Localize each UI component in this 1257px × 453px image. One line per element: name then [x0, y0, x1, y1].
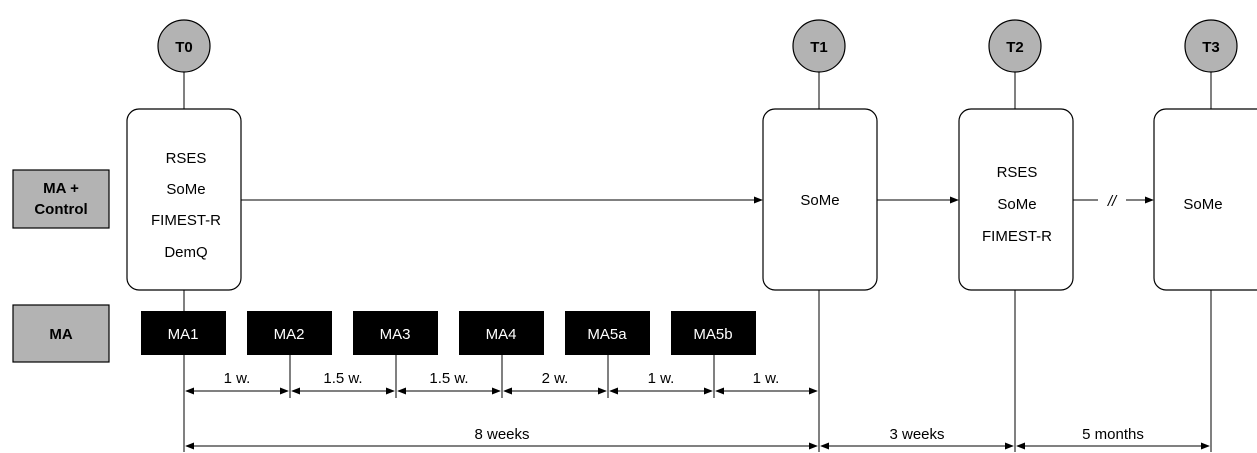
measures-box-t0: RSES SoMe FIMEST-R DemQ — [126, 108, 242, 291]
timepoint-connectors — [183, 72, 1212, 109]
timepoint-label: T1 — [810, 39, 828, 56]
group-label-ma-control: MA + Control — [12, 169, 110, 229]
measure-item: SoMe — [166, 181, 205, 198]
interval-labels: 1 w. 1.5 w. 1.5 w. 2 w. 1 w. 1 w. — [224, 370, 780, 387]
session-ma2: MA2 — [247, 311, 332, 355]
measure-item: SoMe — [1183, 196, 1222, 213]
timepoint-t2: T2 — [988, 19, 1042, 73]
interval-label: 1.5 w. — [323, 370, 362, 387]
measure-item: SoMe — [800, 192, 839, 209]
span-label: 5 months — [1082, 426, 1144, 443]
measures-box-t1: SoMe — [762, 108, 878, 291]
timepoint-label: T2 — [1006, 39, 1024, 56]
measures-box-t2: RSES SoMe FIMEST-R — [958, 108, 1074, 291]
span-label: 8 weeks — [474, 426, 529, 443]
session-ma3: MA3 — [353, 311, 438, 355]
measure-item: RSES — [166, 150, 207, 167]
interval-label: 1 w. — [648, 370, 675, 387]
group-label-ma: MA — [12, 304, 110, 363]
timepoint-label: T3 — [1202, 39, 1220, 56]
span-labels: 8 weeks 3 weeks 5 months — [474, 426, 1143, 443]
interval-label: 1.5 w. — [429, 370, 468, 387]
timepoint-t1: T1 — [792, 19, 846, 73]
group-label-text: MA — [49, 326, 72, 343]
session-label: MA1 — [168, 326, 199, 343]
timepoint-label: T0 — [175, 39, 193, 56]
session-label: MA3 — [380, 326, 411, 343]
group-label-line-2: Control — [34, 201, 87, 218]
measure-item: FIMEST-R — [982, 228, 1052, 245]
session-label: MA4 — [486, 326, 517, 343]
interval-label: 2 w. — [542, 370, 569, 387]
group-label-line-1: MA + — [43, 180, 79, 197]
break-mark: // — [1107, 193, 1118, 210]
session-label: MA5b — [693, 326, 732, 343]
session-ma5b: MA5b — [671, 311, 756, 355]
measures-box-t3: SoMe — [1153, 108, 1257, 291]
measure-item: RSES — [997, 164, 1038, 181]
drop-lines — [183, 290, 1212, 452]
session-boxes: MA1 MA2 MA3 MA4 MA5a MA5b — [141, 311, 756, 355]
interval-label: 1 w. — [753, 370, 780, 387]
session-ma1: MA1 — [141, 311, 226, 355]
measure-item: DemQ — [164, 244, 207, 261]
session-label: MA5a — [587, 326, 627, 343]
timepoint-t3: T3 — [1184, 19, 1238, 73]
interval-label: 1 w. — [224, 370, 251, 387]
session-ma4: MA4 — [459, 311, 544, 355]
session-label: MA2 — [274, 326, 305, 343]
session-ma5a: MA5a — [565, 311, 650, 355]
span-label: 3 weeks — [889, 426, 944, 443]
measure-item: SoMe — [997, 196, 1036, 213]
measure-item: FIMEST-R — [151, 212, 221, 229]
timepoint-t0: T0 — [157, 19, 211, 73]
